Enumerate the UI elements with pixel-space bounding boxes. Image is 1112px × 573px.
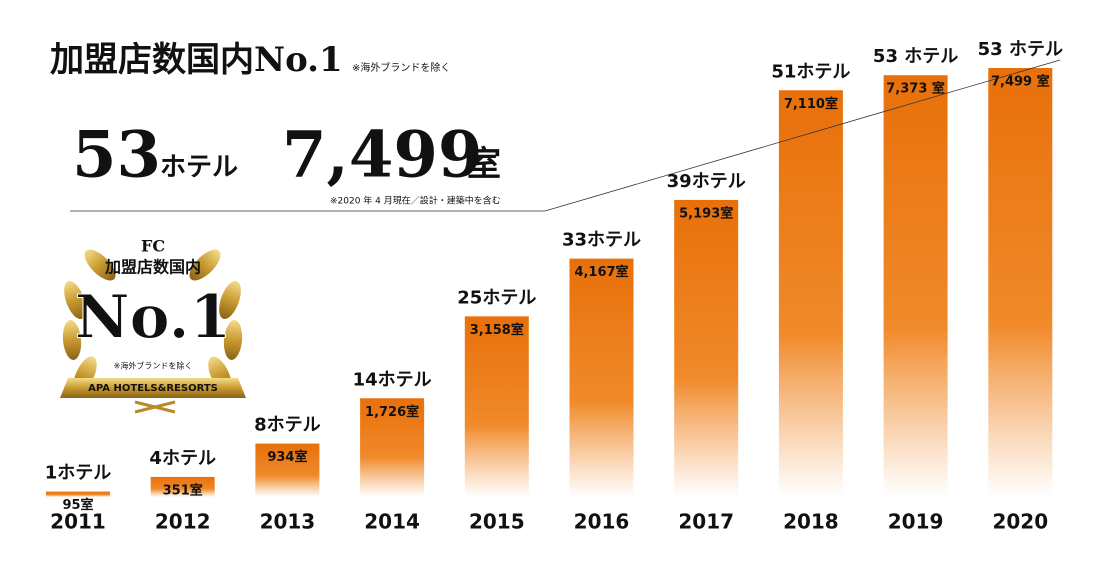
- badge-note: ※海外ブランドを除く: [114, 361, 193, 371]
- hotel-label: 53 ホテル: [873, 46, 958, 67]
- value-label: 7,499 室: [991, 74, 1050, 90]
- bar: [569, 258, 634, 497]
- bar: [778, 90, 843, 497]
- x-tick-label: 2018: [783, 510, 839, 534]
- trend-line: [70, 59, 1061, 212]
- x-tick-label: 2015: [469, 510, 525, 534]
- hotel-label: 39ホテル: [667, 171, 746, 192]
- hotel-label: 53 ホテル: [978, 39, 1063, 60]
- badge: FC 加盟店数国内 No.1 ※海外ブランドを除く APA HOTELS&RES…: [60, 237, 246, 414]
- badge-line: 加盟店数国内: [104, 258, 201, 277]
- x-tick-label: 2012: [155, 510, 211, 534]
- hotel-label: 33ホテル: [562, 230, 641, 251]
- bar: [46, 491, 110, 497]
- headline-hotels: 53: [72, 118, 161, 193]
- headline-hotels-unit: ホテル: [160, 153, 238, 183]
- bar: [255, 443, 320, 497]
- value-label: 7,373 室: [886, 81, 945, 97]
- value-label: 5,193室: [679, 205, 733, 221]
- hotel-label: 1ホテル: [45, 463, 112, 484]
- badge-top: FC: [141, 237, 165, 256]
- value-label: 1,726室: [365, 404, 419, 420]
- badge-brand: APA HOTELS&RESORTS: [88, 383, 218, 394]
- badge-rank: No.1: [75, 283, 231, 353]
- headline-note: ※2020 年 4 月現在／設計・建築中を含む: [330, 195, 501, 207]
- x-tick-label: 2011: [50, 510, 106, 534]
- title-note: ※海外ブランドを除く: [352, 61, 450, 74]
- bar: [674, 199, 739, 498]
- hotel-label: 8ホテル: [254, 415, 321, 436]
- hotel-label: 14ホテル: [353, 369, 432, 390]
- bar: [988, 68, 1053, 497]
- x-tick-label: 2019: [888, 510, 944, 534]
- x-tick-label: 2013: [260, 510, 316, 534]
- value-label: 351室: [163, 482, 203, 498]
- value-label: 4,167室: [574, 264, 628, 280]
- x-tick-label: 2017: [678, 510, 734, 534]
- headline-rooms: 7,499: [282, 118, 482, 193]
- bar: [150, 476, 215, 497]
- hotel-label: 51ホテル: [771, 61, 850, 82]
- hotel-label: 4ホテル: [149, 448, 216, 469]
- value-label: 95室: [62, 497, 93, 513]
- value-label: 7,110室: [784, 96, 838, 112]
- value-label: 3,158室: [470, 322, 524, 338]
- title: 加盟店数国内No.1: [50, 40, 343, 80]
- hotel-label: 25ホテル: [457, 287, 536, 308]
- x-tick-label: 2014: [364, 510, 420, 534]
- bar: [464, 316, 529, 497]
- bar: [360, 398, 425, 497]
- headline-rooms-unit: 室: [467, 145, 501, 185]
- value-label: 934室: [267, 449, 307, 465]
- x-tick-label: 2020: [992, 510, 1048, 534]
- bar: [883, 75, 948, 497]
- bars: [46, 68, 1053, 498]
- x-tick-label: 2016: [574, 510, 630, 534]
